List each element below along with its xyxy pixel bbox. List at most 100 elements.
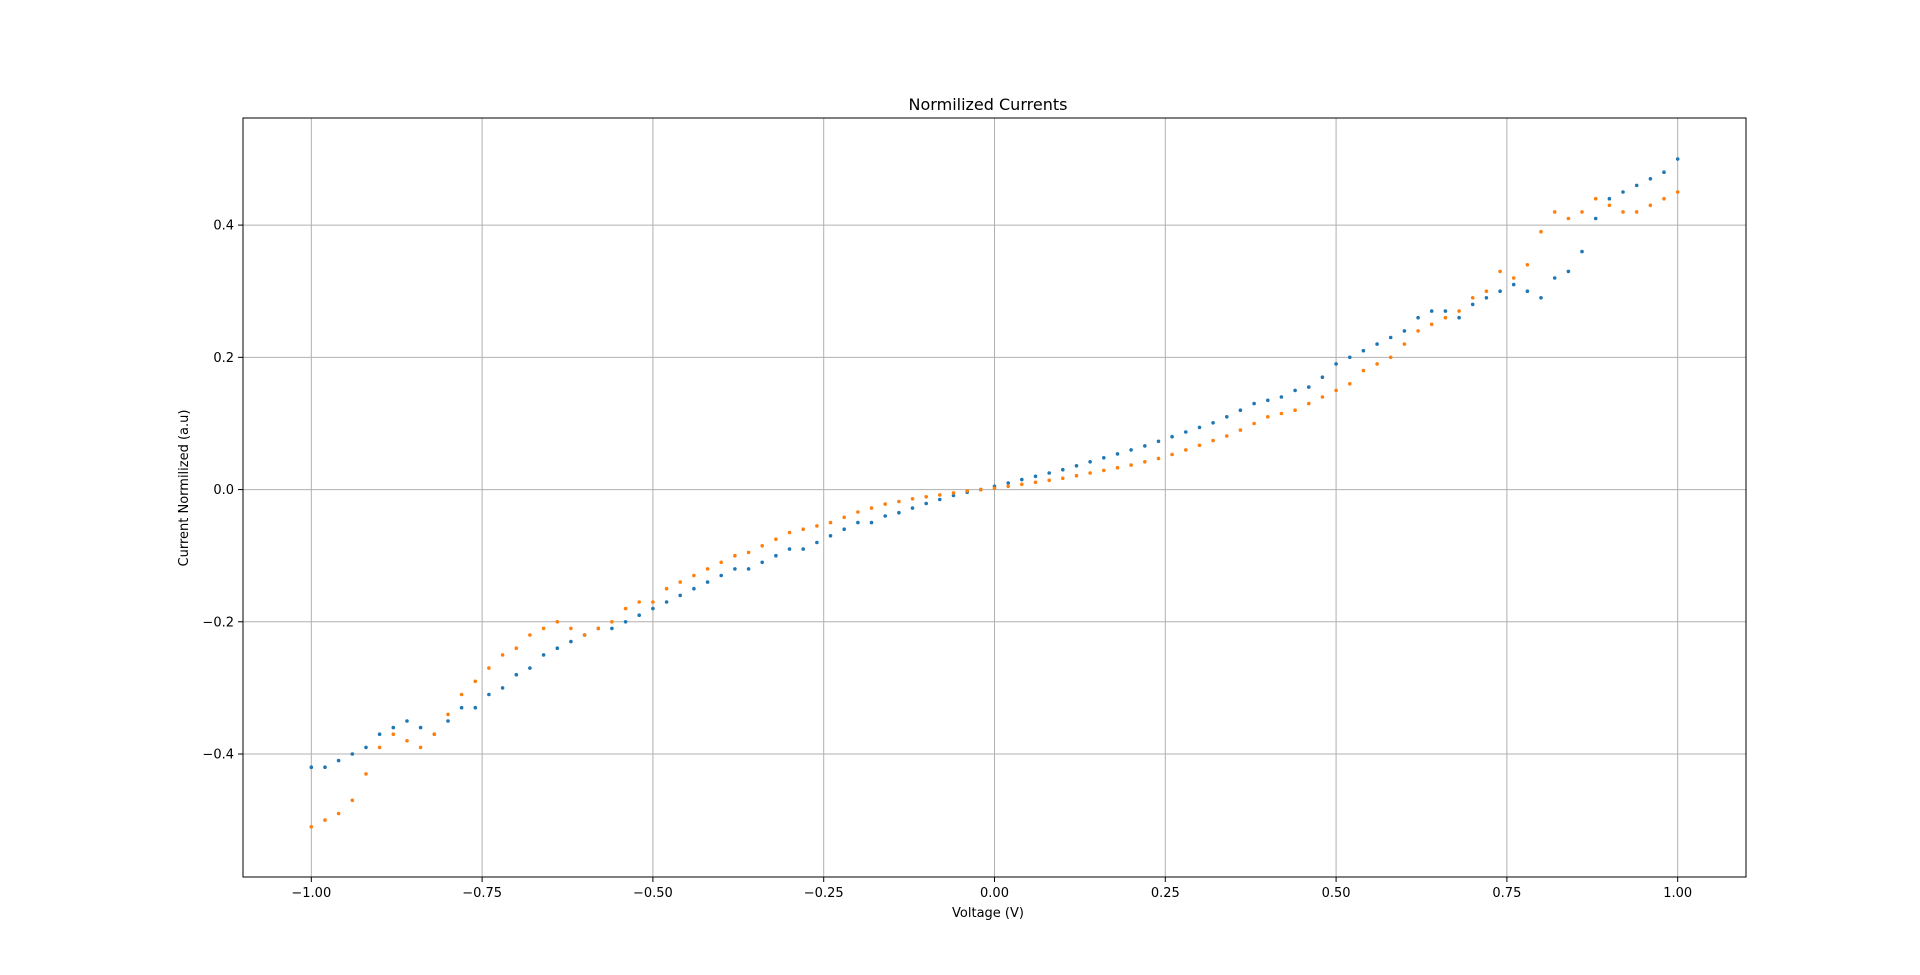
data-point: [746, 567, 751, 571]
x-tick-label: 1.00: [1663, 886, 1692, 901]
data-point: [651, 606, 655, 611]
data-point: [910, 506, 915, 510]
data-point: [979, 487, 983, 492]
data-point: [309, 825, 314, 829]
data-point: [746, 550, 751, 555]
data-point: [555, 620, 560, 624]
data-point: [828, 534, 833, 538]
data-point: [364, 772, 368, 776]
data-point: [842, 527, 846, 531]
data-point: [1320, 375, 1325, 380]
data-point: [1279, 395, 1284, 399]
data-point: [1088, 471, 1092, 475]
data-point: [1238, 428, 1243, 432]
data-point: [1102, 468, 1106, 473]
x-tick-label: −0.25: [804, 886, 844, 901]
data-point: [1143, 460, 1147, 464]
data-point: [910, 497, 915, 501]
data-point: [787, 530, 792, 535]
data-point: [760, 560, 764, 565]
tick-layer: −1.00 −0.75 −0.50 −0.25 0.00 0.25 0.50 0.75 1.00…: [202, 219, 1692, 901]
data-point: [1388, 335, 1393, 340]
data-point: [664, 600, 669, 604]
data-point: [1484, 296, 1489, 300]
data-point: [1211, 421, 1215, 425]
data-point: [1675, 190, 1680, 194]
data-point: [1061, 476, 1065, 481]
x-tick-label: −1.00: [291, 886, 331, 901]
data-point: [1566, 269, 1571, 274]
data-point: [610, 626, 614, 631]
data-point: [309, 765, 314, 769]
data-point: [1593, 196, 1598, 201]
data-point: [1129, 448, 1133, 452]
data-point: [459, 705, 464, 710]
data-point: [1484, 289, 1489, 294]
data-point: [623, 606, 628, 611]
data-point: [1334, 388, 1338, 393]
data-point: [514, 672, 519, 677]
data-point: [774, 537, 778, 541]
data-point: [1348, 355, 1352, 360]
data-point: [883, 502, 887, 506]
y-axis-label: Current Normilized (a.u): [177, 410, 192, 567]
data-point: [514, 646, 519, 650]
data-point: [1607, 196, 1612, 201]
data-point: [719, 560, 723, 565]
data-point: [1211, 438, 1215, 443]
data-point: [637, 600, 641, 604]
data-point: [760, 544, 764, 548]
data-point: [1088, 460, 1092, 464]
data-point: [1006, 481, 1010, 485]
data-point: [1061, 467, 1065, 472]
data-point: [869, 520, 874, 525]
data-point: [1361, 348, 1366, 353]
data-point: [1375, 362, 1379, 366]
grid-layer: [243, 118, 1746, 877]
y-tick-label: 0.2: [213, 351, 234, 366]
data-point: [1552, 276, 1557, 280]
data-point: [787, 547, 792, 551]
data-point: [1388, 355, 1393, 360]
data-point: [1621, 210, 1625, 214]
data-point: [1470, 302, 1475, 307]
data-point: [1184, 448, 1188, 452]
data-point: [1429, 309, 1434, 313]
x-tick-label: 0.75: [1492, 886, 1521, 901]
data-point: [869, 506, 874, 510]
data-point: [1429, 322, 1434, 327]
data-point: [623, 620, 628, 624]
data-point: [733, 567, 737, 571]
data-point: [1375, 342, 1379, 346]
data-point: [569, 639, 573, 644]
data-point: [815, 540, 819, 545]
data-point: [1498, 289, 1502, 294]
data-point: [1539, 296, 1543, 300]
data-point: [541, 653, 546, 657]
data-point: [459, 692, 464, 697]
data-point: [1648, 203, 1653, 208]
data-point: [637, 613, 641, 617]
data-point: [897, 499, 901, 504]
series-layer: [309, 157, 1680, 829]
data-point: [856, 510, 860, 514]
data-point: [432, 732, 437, 736]
data-point: [1634, 183, 1639, 188]
scatter-series-2: [309, 190, 1680, 829]
data-point: [1170, 452, 1174, 457]
data-point: [1047, 471, 1051, 475]
data-point: [473, 705, 478, 710]
data-point: [1525, 263, 1530, 267]
x-axis-label: Voltage (V): [952, 906, 1024, 921]
x-tick-label: 0.50: [1322, 886, 1351, 901]
data-point: [377, 745, 382, 750]
x-tick-label: 0.25: [1151, 886, 1180, 901]
data-point: [1074, 473, 1079, 478]
data-point: [1197, 443, 1202, 448]
x-tick-label: −0.75: [462, 886, 502, 901]
y-tick-label: 0.4: [213, 219, 234, 234]
data-point: [1252, 421, 1256, 426]
data-point: [801, 527, 805, 531]
data-point: [883, 514, 887, 518]
data-point: [1457, 309, 1461, 313]
